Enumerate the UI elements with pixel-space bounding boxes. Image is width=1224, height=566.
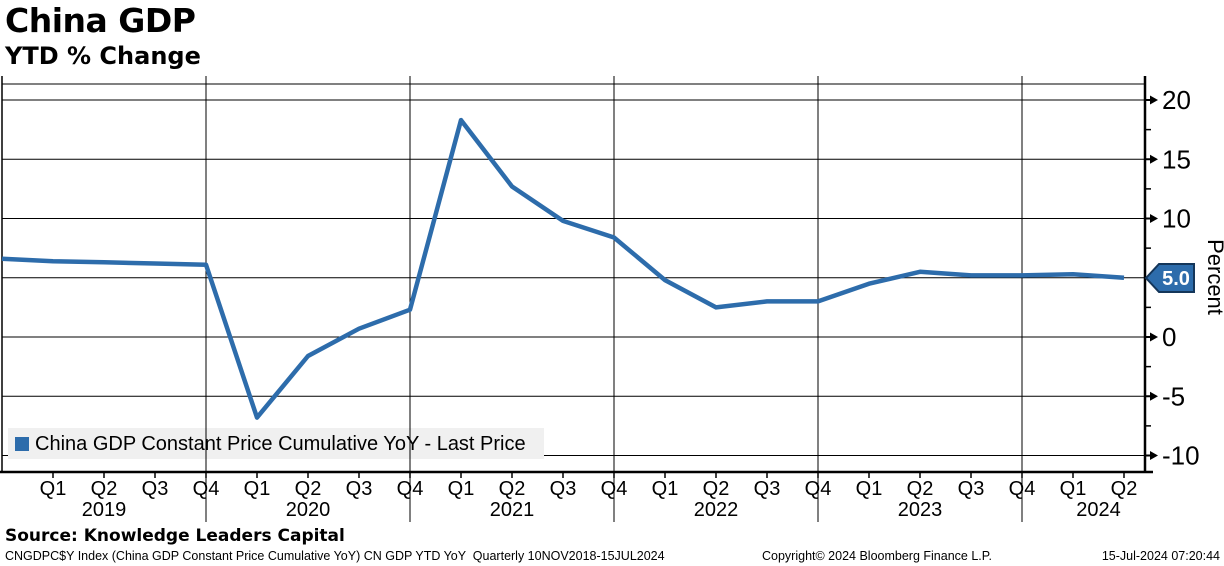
tick-arrow-icon (1150, 332, 1158, 342)
svg-text:Q4: Q4 (601, 478, 628, 500)
year-labels: 2019 2020 2021 2022 2023 2024 (82, 499, 1121, 521)
svg-text:Q1: Q1 (652, 478, 679, 500)
svg-text:Q3: Q3 (958, 478, 985, 500)
svg-text:2020: 2020 (286, 499, 331, 521)
price-tag-shape (1144, 262, 1195, 293)
svg-text:2021: 2021 (490, 499, 535, 521)
tick-arrow-icon (1150, 451, 1158, 460)
svg-text:Q2: Q2 (703, 478, 730, 500)
svg-text:-5: -5 (1162, 381, 1185, 411)
footer-row: CNGDPC$Y Index (China GDP Constant Price… (0, 549, 1224, 566)
quarter-labels: Q1 Q2 Q3 Q4 Q1 Q2 Q3 Q4 Q1 Q2 Q3 Q4 Q1 Q2 Q3 Q4 Q1 Q2 Q3 Q4… (40, 478, 1138, 500)
horizontal-gridlines (2, 99, 1145, 456)
page-title: China GDP (5, 1, 196, 40)
source-line: Source: Knowledge Leaders Capital (5, 526, 345, 546)
y-axis-title: Percent (1203, 239, 1224, 315)
svg-text:Q3: Q3 (754, 478, 781, 500)
svg-text:2023: 2023 (898, 499, 943, 521)
svg-text:Q4: Q4 (193, 478, 220, 500)
legend-label: China GDP Constant Price Cumulative YoY … (35, 432, 526, 455)
svg-text:2022: 2022 (694, 499, 739, 521)
tick-arrow-icon (1150, 95, 1158, 105)
timestamp-text: 15-Jul-2024 07:20:44 (1101, 549, 1220, 563)
svg-text:Q4: Q4 (397, 478, 424, 500)
svg-text:Q4: Q4 (1009, 478, 1036, 500)
copyright-text: Copyright© 2024 Bloomberg Finance L.P. (762, 549, 992, 563)
x-axis-ticks (52, 472, 1125, 478)
ticker-descriptor: CNGDPC$Y Index (China GDP Constant Price… (5, 549, 665, 563)
svg-text:Q1: Q1 (856, 478, 883, 500)
svg-text:20: 20 (1162, 85, 1191, 115)
svg-text:Q2: Q2 (907, 478, 934, 500)
svg-text:10: 10 (1162, 204, 1191, 234)
series-line (1, 117, 1125, 420)
tick-arrow-icon (1150, 391, 1158, 401)
last-price-tag: 5.0 (1144, 262, 1195, 293)
chart-legend: China GDP Constant Price Cumulative YoY … (8, 428, 544, 459)
svg-text:Q2: Q2 (499, 478, 526, 500)
svg-text:Q2: Q2 (91, 478, 118, 500)
svg-text:2024: 2024 (1076, 499, 1121, 521)
svg-text:-10: -10 (1162, 441, 1200, 471)
svg-text:Q3: Q3 (346, 478, 373, 500)
legend-swatch-icon (15, 436, 29, 451)
svg-text:15: 15 (1162, 144, 1191, 174)
svg-text:Q1: Q1 (244, 478, 271, 500)
tick-arrow-icon (1150, 214, 1158, 223)
gdp-line-chart: 20151050-5-10PercentQ1Q2Q3Q4Q1Q2Q3Q4Q1Q2… (0, 76, 1224, 522)
svg-text:Q1: Q1 (1060, 478, 1087, 500)
price-tag-value: 5.0 (1162, 268, 1190, 290)
tick-arrow-icon (1150, 154, 1158, 164)
svg-text:2019: 2019 (82, 499, 127, 521)
svg-text:Q1: Q1 (40, 478, 67, 500)
svg-text:0: 0 (1162, 322, 1176, 352)
svg-text:Q3: Q3 (550, 478, 577, 500)
svg-text:Q2: Q2 (1111, 478, 1138, 500)
svg-text:Q1: Q1 (448, 478, 475, 500)
page-subtitle: YTD % Change (5, 42, 201, 70)
svg-text:Q4: Q4 (805, 478, 832, 500)
plot-frame (0, 76, 1153, 474)
svg-text:Q2: Q2 (295, 478, 322, 500)
svg-text:Q3: Q3 (142, 478, 169, 500)
